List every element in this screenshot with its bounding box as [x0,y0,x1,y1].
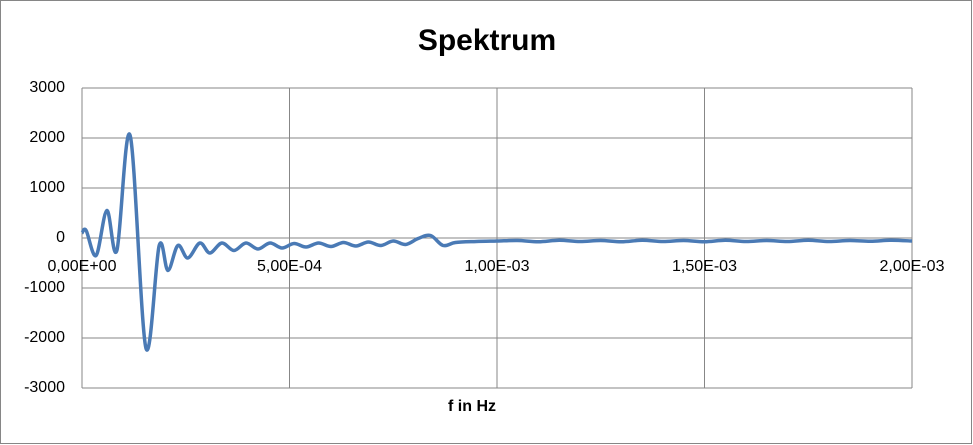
chart-title: Spektrum [418,24,556,57]
x-axis-label: f in Hz [448,398,496,415]
x-tick-label: 5,00E-04 [257,258,322,275]
y-tick-label: 3000 [29,79,65,96]
y-tick-label: -3000 [24,379,65,396]
x-tick-label: 2,00E-03 [880,258,945,275]
y-tick-label: 2000 [29,129,65,146]
data-line [80,132,913,352]
x-tick-label: 1,00E-03 [465,258,530,275]
x-tick-label: 1,50E-03 [672,258,737,275]
y-tick-label: 1000 [29,179,65,196]
y-tick-label: 0 [56,229,65,246]
y-tick-label: -1000 [24,279,65,296]
y-tick-label: -2000 [24,329,65,346]
x-tick-label: 0,00E+00 [48,258,117,275]
